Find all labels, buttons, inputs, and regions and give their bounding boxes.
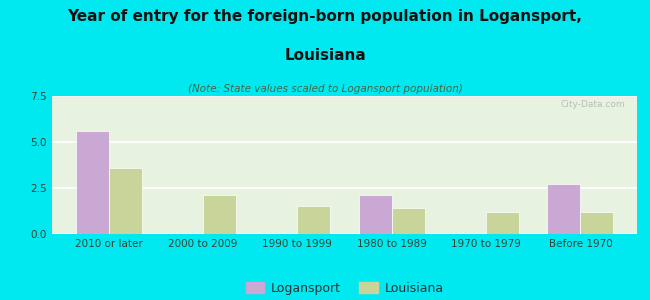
Text: Louisiana: Louisiana: [284, 48, 366, 63]
Bar: [75, 131, 109, 234]
Bar: [297, 206, 330, 234]
Legend: Logansport, Louisiana: Logansport, Louisiana: [240, 277, 448, 299]
Bar: [109, 168, 142, 234]
Bar: [580, 212, 614, 234]
Bar: [547, 184, 580, 234]
Text: Year of entry for the foreign-born population in Logansport,: Year of entry for the foreign-born popul…: [68, 9, 582, 24]
Bar: [486, 212, 519, 234]
Bar: [203, 195, 236, 234]
Bar: [359, 195, 392, 234]
Text: (Note: State values scaled to Logansport population): (Note: State values scaled to Logansport…: [188, 84, 462, 94]
Bar: [392, 208, 424, 234]
Text: City-Data.com: City-Data.com: [561, 100, 625, 109]
